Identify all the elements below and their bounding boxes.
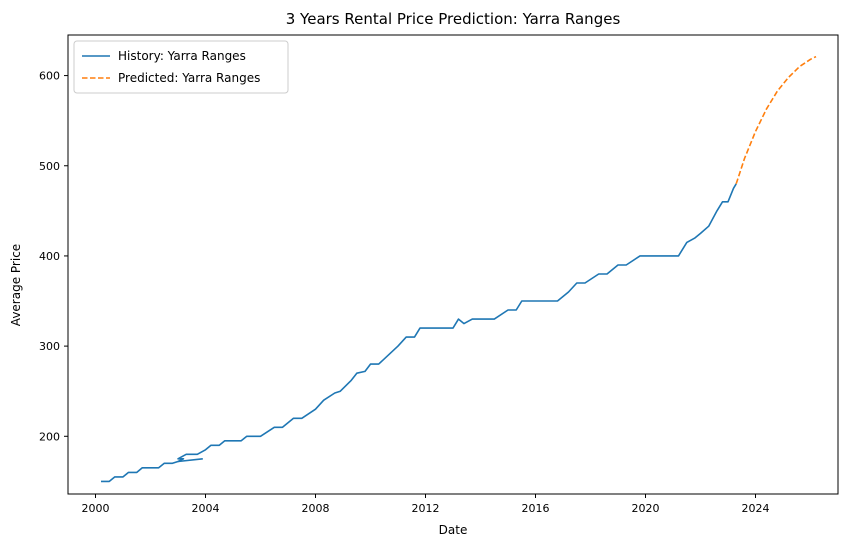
y-tick-label: 500 xyxy=(39,160,60,173)
x-tick-label: 2024 xyxy=(742,502,770,515)
legend: History: Yarra Ranges Predicted: Yarra Ra… xyxy=(73,40,289,94)
x-tick-label: 2012 xyxy=(412,502,440,515)
x-tick-label: 2000 xyxy=(82,502,110,515)
x-tick-label: 2016 xyxy=(522,502,550,515)
y-tick-label: 300 xyxy=(39,340,60,353)
x-axis-label: Date xyxy=(439,523,468,537)
x-tick-label: 2004 xyxy=(192,502,220,515)
series-line-2 xyxy=(177,458,203,463)
series-line-0 xyxy=(101,183,737,483)
axes-frame xyxy=(67,34,839,495)
y-tick-label: 600 xyxy=(39,70,60,83)
chart-title: 3 Years Rental Price Prediction: Yarra R… xyxy=(286,10,621,28)
x-tick-label: 2020 xyxy=(632,502,660,515)
y-tick-label: 400 xyxy=(39,250,60,263)
series-line-1 xyxy=(735,55,817,185)
legend-box xyxy=(73,40,289,94)
axes-layer: 2000 2004 2008 2012 2016 2020 2024 200 300 400 500… xyxy=(39,34,839,515)
series-layer xyxy=(101,55,817,483)
y-axis-label: Average Price xyxy=(9,244,23,326)
legend-label: Predicted: Yarra Ranges xyxy=(118,71,260,85)
y-tick-label: 200 xyxy=(39,430,60,443)
legend-label: History: Yarra Ranges xyxy=(118,49,246,63)
x-tick-label: 2008 xyxy=(302,502,330,515)
plot-area xyxy=(68,35,838,494)
